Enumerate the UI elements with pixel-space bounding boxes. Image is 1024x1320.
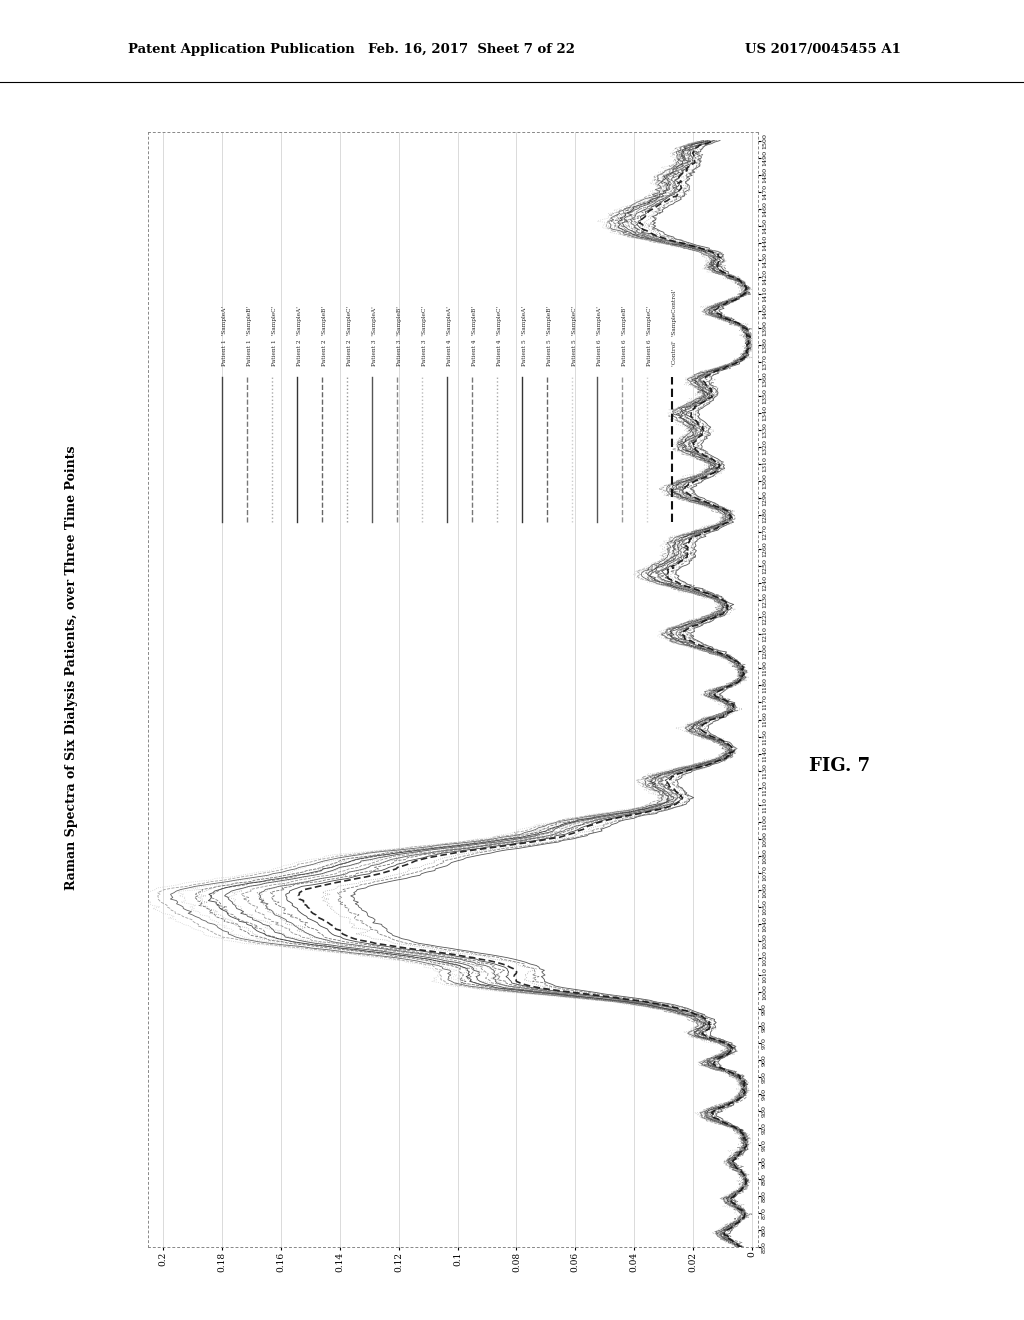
Text: FIG. 7: FIG. 7 (809, 756, 870, 775)
Text: Patient 2  'SampleC': Patient 2 'SampleC' (347, 306, 352, 366)
Text: Patient 4  'SampleB': Patient 4 'SampleB' (472, 306, 477, 366)
Text: Patient 5  'SampleA': Patient 5 'SampleA' (522, 306, 527, 366)
Text: Patient 3  'SampleB': Patient 3 'SampleB' (397, 306, 402, 366)
Text: Patient 2  'SampleA': Patient 2 'SampleA' (297, 306, 302, 366)
Text: Patient 1  'SampleA': Patient 1 'SampleA' (221, 306, 226, 366)
Text: Patient 3  'SampleA': Patient 3 'SampleA' (372, 306, 377, 366)
Text: Patient 4  'SampleC': Patient 4 'SampleC' (497, 306, 502, 366)
Text: Patient 3  'SampleC': Patient 3 'SampleC' (422, 306, 427, 366)
Text: Patient 5  'SampleB': Patient 5 'SampleB' (547, 306, 552, 366)
Text: Feb. 16, 2017  Sheet 7 of 22: Feb. 16, 2017 Sheet 7 of 22 (368, 44, 574, 55)
Text: Patent Application Publication: Patent Application Publication (128, 44, 354, 55)
Text: Patient 5  'SampleC': Patient 5 'SampleC' (572, 306, 578, 366)
Text: 'Control'  'SampleControl': 'Control' 'SampleControl' (673, 289, 678, 366)
Text: Patient 1  'SampleB': Patient 1 'SampleB' (247, 306, 252, 366)
Text: Patient 6  'SampleB': Patient 6 'SampleB' (623, 306, 628, 366)
Text: Patient 6  'SampleA': Patient 6 'SampleA' (597, 306, 602, 366)
Text: Patient 6  'SampleC': Patient 6 'SampleC' (647, 306, 652, 366)
Text: US 2017/0045455 A1: US 2017/0045455 A1 (745, 44, 901, 55)
Text: Raman Spectra of Six Dialysis Patients, over Three Time Points: Raman Spectra of Six Dialysis Patients, … (66, 445, 78, 890)
Text: Patient 4  'SampleA': Patient 4 'SampleA' (447, 306, 452, 366)
Text: Patient 2  'SampleB': Patient 2 'SampleB' (322, 306, 327, 366)
Text: Patient 1  'SampleC': Patient 1 'SampleC' (271, 306, 276, 366)
